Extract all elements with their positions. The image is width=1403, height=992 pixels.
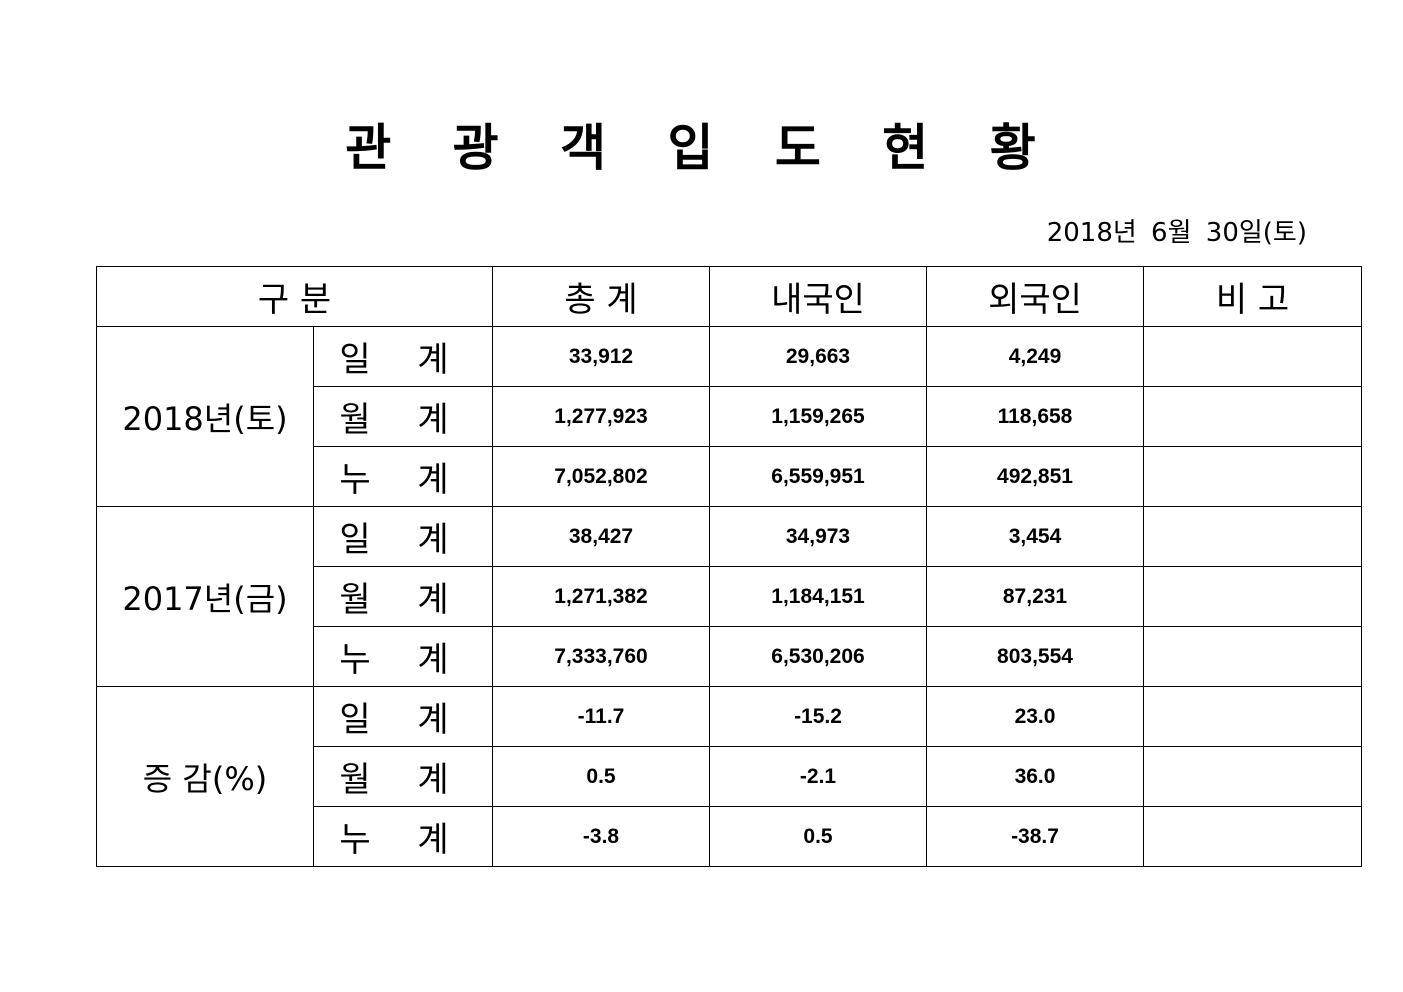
total-cell: 0.5	[492, 746, 710, 807]
domestic-cell: -15.2	[709, 686, 927, 747]
page-title: 관 광 객 입 도 현 황	[345, 119, 1058, 177]
domestic-cell: 6,559,951	[709, 446, 927, 507]
group-label: 증 감(%)	[96, 686, 314, 867]
domestic-cell: 29,663	[709, 326, 927, 387]
row-label: 누 계	[313, 626, 493, 687]
domestic-cell: 1,159,265	[709, 386, 927, 447]
table-row: 증 감(%) 일 계 -11.7 -15.2 23.0	[96, 686, 1362, 867]
total-cell: 1,271,382	[492, 566, 710, 627]
remarks-cell	[1143, 386, 1362, 447]
foreign-cell: 492,851	[926, 446, 1144, 507]
row-label: 월 계	[313, 386, 493, 447]
header-foreign: 외국인	[926, 266, 1144, 327]
total-cell: 7,333,760	[492, 626, 710, 687]
domestic-cell: 1,184,151	[709, 566, 927, 627]
total-cell: -3.8	[492, 806, 710, 867]
header-category: 구 분	[96, 266, 493, 327]
remarks-cell	[1143, 326, 1362, 387]
foreign-cell: 36.0	[926, 746, 1144, 807]
foreign-cell: 23.0	[926, 686, 1144, 747]
foreign-cell: 87,231	[926, 566, 1144, 627]
foreign-cell: -38.7	[926, 806, 1144, 867]
table-row: 2018년(토) 일 계 33,912 29,663 4,249	[96, 326, 1362, 507]
row-label: 월 계	[313, 566, 493, 627]
table-row: 2017년(금) 일 계 38,427 34,973 3,454	[96, 506, 1362, 687]
report-date: 2018년 6월 30일(토)	[1046, 218, 1307, 248]
domestic-cell: 6,530,206	[709, 626, 927, 687]
total-cell: 7,052,802	[492, 446, 710, 507]
remarks-cell	[1143, 806, 1362, 867]
total-cell: 38,427	[492, 506, 710, 567]
remarks-cell	[1143, 686, 1362, 747]
table-row: 월 계 1,277,923 1,159,265 118,658	[97, 386, 1362, 447]
group-label: 2017년(금)	[96, 506, 314, 687]
header-row: 구 분 총 계 내국인 외국인 비 고	[96, 266, 1362, 327]
remarks-cell	[1143, 446, 1362, 507]
remarks-cell	[1143, 566, 1362, 627]
foreign-cell: 4,249	[926, 326, 1144, 387]
row-label: 누 계	[313, 806, 493, 867]
remarks-cell	[1143, 746, 1362, 807]
group-label: 2018년(토)	[96, 326, 314, 507]
row-label: 월 계	[313, 746, 493, 807]
total-cell: -11.7	[492, 686, 710, 747]
foreign-cell: 3,454	[926, 506, 1144, 567]
total-cell: 1,277,923	[492, 386, 710, 447]
foreign-cell: 118,658	[926, 386, 1144, 447]
tourist-arrivals-table: 구 분 총 계 내국인 외국인 비 고 2018년(토) 일 계 33,912 …	[96, 266, 1362, 867]
row-label: 누 계	[313, 446, 493, 507]
row-label: 일 계	[313, 326, 493, 387]
header-domestic: 내국인	[709, 266, 927, 327]
total-cell: 33,912	[492, 326, 710, 387]
domestic-cell: 0.5	[709, 806, 927, 867]
table-row: 누 계 -3.8 0.5 -38.7	[97, 806, 1362, 867]
domestic-cell: 34,973	[709, 506, 927, 567]
header-remarks: 비 고	[1143, 266, 1362, 327]
domestic-cell: -2.1	[709, 746, 927, 807]
remarks-cell	[1143, 626, 1362, 687]
remarks-cell	[1143, 506, 1362, 567]
row-label: 일 계	[313, 506, 493, 567]
row-label: 일 계	[313, 686, 493, 747]
header-total: 총 계	[492, 266, 710, 327]
foreign-cell: 803,554	[926, 626, 1144, 687]
